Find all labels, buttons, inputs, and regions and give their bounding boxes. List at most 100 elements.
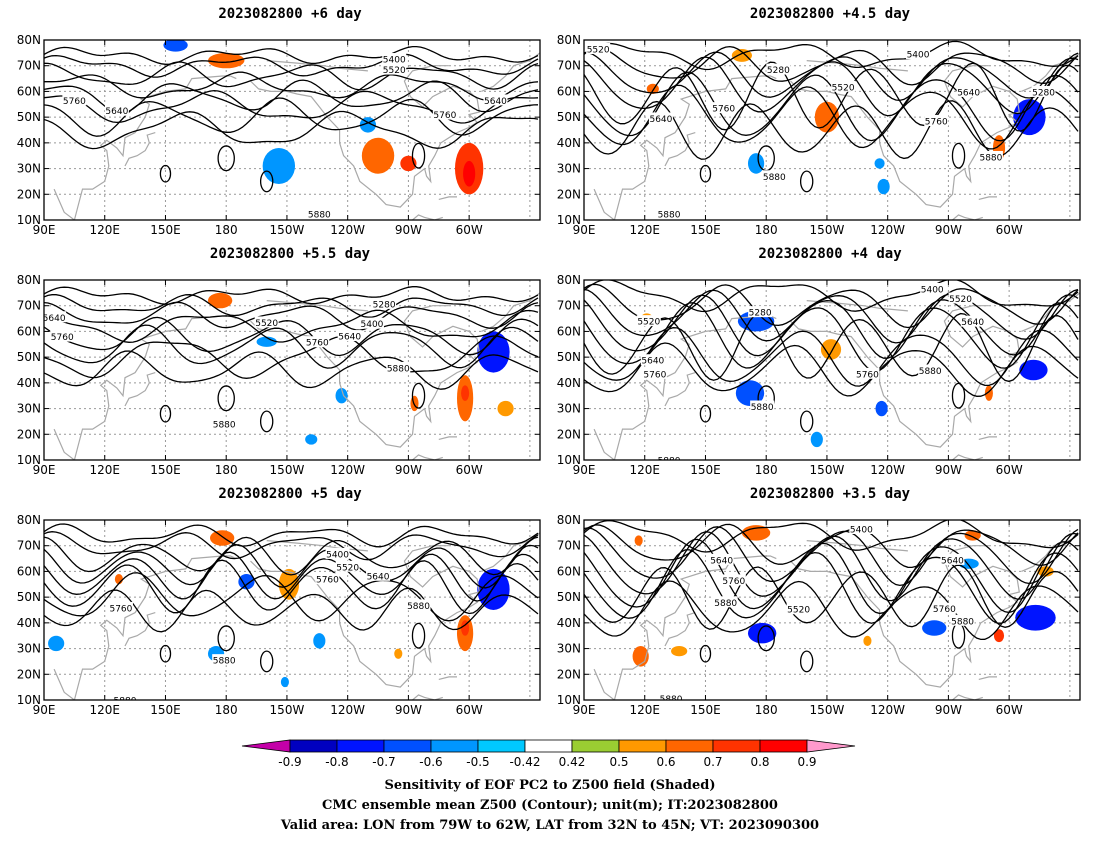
contour-line [44,45,539,65]
sensitivity-shade [361,137,395,174]
colorbar-box [665,739,714,753]
sensitivity-shade [875,400,888,417]
contour-label: 5880 [114,697,137,707]
coastline [124,372,156,407]
lat-tick-label: 70N [557,299,581,313]
contour-line [44,350,539,390]
lat-tick-label: 60N [17,324,41,338]
colorbar-box [289,739,338,753]
contour-line [44,286,539,305]
sensitivity-shade [922,620,947,636]
map-frame [583,39,1081,221]
lon-tick-label: 120E [89,463,120,477]
contour-line [44,559,539,615]
map-frame [43,279,541,461]
contour-label: 5520 [587,46,610,56]
sensitivity-shade [863,635,872,646]
contour-label-bg [366,569,391,581]
contour-line [259,410,274,433]
coastline [790,305,1020,448]
colorbar-box [712,739,761,753]
footer-line: Valid area: LON from 79W to 62W, LAT fro… [280,818,820,833]
lon-tick-label: 150E [150,463,181,477]
lat-tick-label: 80N [17,513,41,527]
contour-label-bg [406,599,431,611]
lon-tick-label: 90E [573,703,596,717]
lon-tick-label: 180 [215,703,238,717]
coastline [806,540,908,552]
footer-line: Sensitivity of EOF PC2 to Z500 field (Sh… [384,778,716,793]
sensitivity-shade [1015,604,1056,631]
coastline [593,315,777,460]
contour-label-bg [932,602,957,614]
contour-line [699,404,712,423]
contour-label: 5760 [51,333,74,343]
map-frame [43,39,541,221]
coastline [806,300,908,312]
lon-tick-label: 180 [215,463,238,477]
contour-label: 5880 [714,599,737,609]
lon-tick-label: 90E [573,223,596,237]
sensitivity-shade [634,535,643,546]
lon-tick-label: 150W [810,703,845,717]
contour-label: 5880 [213,657,236,667]
map-svg: 5400 5520 5280 5520 5640 5640 5760 5760 5880 5880… [557,273,1081,477]
contour-line [259,170,274,193]
contour-line [217,385,235,412]
contour-label-bg [315,573,340,585]
map-panel: 5400 5520 5640 5760 5760 5880 5880 5880 90E 120E 1… [17,513,541,717]
coastline [664,372,696,407]
contour-line [584,580,1079,641]
lat-tick-label: 80N [17,33,41,47]
map-svg: 5400 5520 5640 5760 5760 5880 5880 5880 90E 120E 1… [17,513,541,717]
contour-label-bg [386,361,411,373]
lon-tick-label: 90W [935,703,962,717]
lat-tick-label: 50N [17,350,41,364]
lon-tick-label: 90E [33,223,56,237]
contour-label-bg [432,108,457,120]
sensitivity-shade [262,148,296,184]
lon-tick-label: 150E [690,703,721,717]
colorbar-box [524,739,573,753]
contour-label: 5880 [979,154,1002,164]
colorbar-arrow-low [241,739,291,753]
contour-label: 5880 [387,364,410,374]
colorbar-box [430,739,479,753]
contour-label: 5880 [751,403,774,413]
coastline [790,65,1020,208]
contour-label-bg [940,553,965,565]
contour-label-bg [960,315,985,327]
coastline [978,676,997,680]
contour-line [44,110,539,150]
lon-tick-label: 120W [870,703,905,717]
lon-tick-label: 90W [395,463,422,477]
contour-label-bg [325,547,350,559]
contour-line [584,56,1079,117]
lat-tick-label: 30N [557,402,581,416]
contour-label: 5880 [658,211,681,221]
lat-tick-label: 60N [557,324,581,338]
sensitivity-shade [463,160,476,187]
contour-label-bg [721,574,746,586]
coastline [438,196,457,200]
contour-line [217,625,235,652]
contour-label: 5760 [856,370,879,380]
lon-tick-label: 150W [810,463,845,477]
contour-line [584,294,1079,359]
contour-line [44,572,539,622]
lon-tick-label: 60W [996,703,1023,717]
sensitivity-shade [874,158,885,169]
lon-tick-label: 150E [150,703,181,717]
coastline [664,132,696,167]
colorbar-label: -0.5 [466,755,489,769]
contour-label: 5400 [361,320,384,330]
lat-tick-label: 20N [557,427,581,441]
contour-line [44,531,539,561]
contour-line [584,549,1079,624]
contour-label-bg [642,367,667,379]
contour-label-bg [104,104,129,116]
lon-tick-label: 90E [573,463,596,477]
lon-tick-label: 90W [395,223,422,237]
